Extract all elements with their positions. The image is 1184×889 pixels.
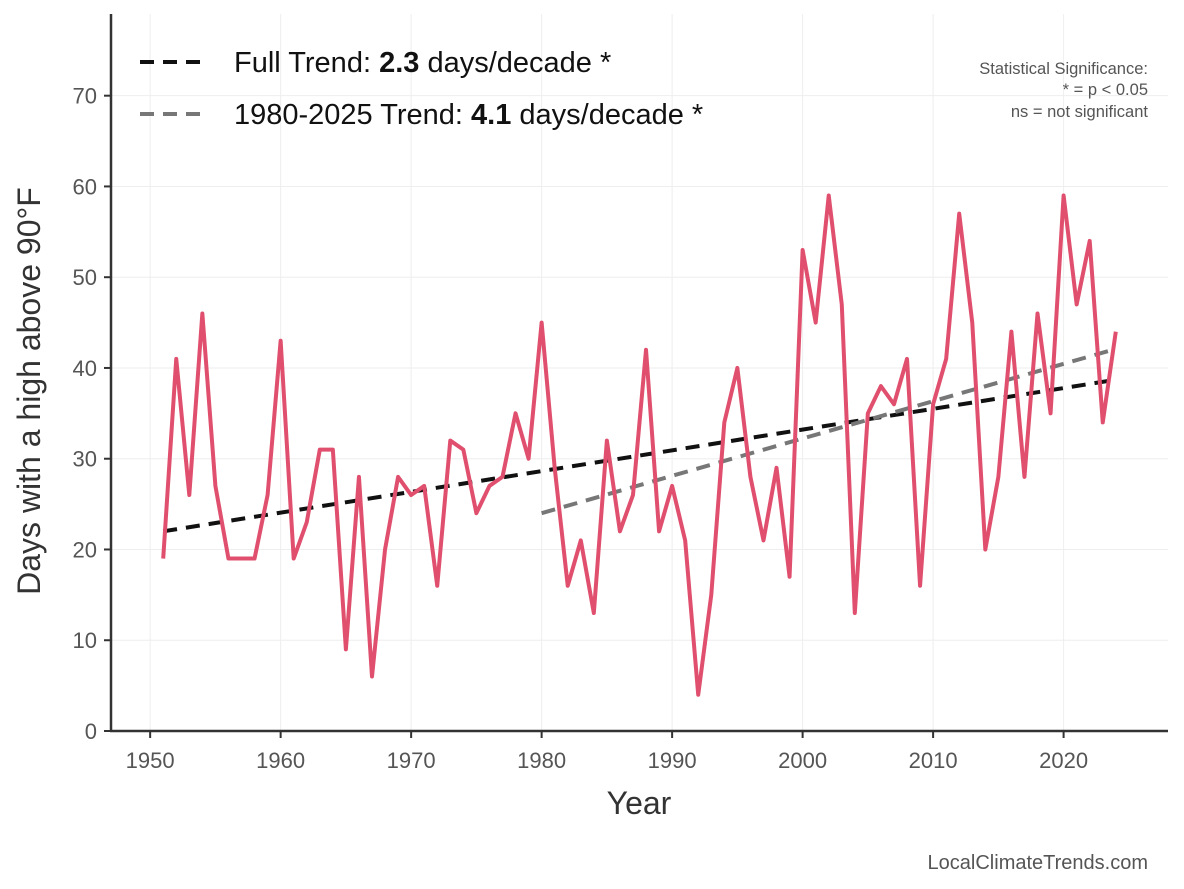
axes [104,14,1168,738]
y-axis-title: Days with a high above 90°F [11,187,47,595]
y-tick-label-70: 70 [73,84,97,109]
x-tick-label-1960: 1960 [256,748,305,773]
source-credit: LocalClimateTrends.com [928,852,1148,874]
x-tick-label-1980: 1980 [517,748,566,773]
y-tick-label-40: 40 [73,356,97,381]
trend-lines [162,346,1117,534]
x-axis-title: Year [607,785,672,821]
recent-trend-line [541,346,1117,516]
y-tick-label-20: 20 [73,537,97,562]
x-tick-label-1990: 1990 [648,748,697,773]
y-tick-label-60: 60 [73,174,97,199]
significance-ns: ns = not significant [1011,103,1149,121]
legend-full-trend-prefix: Full Trend: [234,47,379,79]
legend-full-trend-suffix: days/decade * [419,47,611,79]
x-tick-label-1970: 1970 [387,748,436,773]
legend-recent-trend-suffix: days/decade * [511,99,703,131]
tick-labels: 0 10 20 30 40 50 60 70 1950 1960 1970 1980 1990 2000 2… [73,84,1089,773]
y-tick-label-50: 50 [73,265,97,290]
grid [111,14,1168,731]
significance-title: Statistical Significance: [979,60,1148,78]
legend-label-recent-trend: 1980-2025 Trend: 4.1 days/decade * [234,99,703,131]
x-tick-label-2010: 2010 [909,748,958,773]
legend-recent-trend-prefix: 1980-2025 Trend: [234,99,471,131]
y-tick-label-30: 30 [73,447,97,472]
x-tick-label-2000: 2000 [778,748,827,773]
series-layer [161,193,1118,697]
legend-label-full-trend: Full Trend: 2.3 days/decade * [234,47,611,79]
significance-note: Statistical Significance: * = p < 0.05 n… [979,60,1148,121]
x-tick-label-2020: 2020 [1039,748,1088,773]
legend-full-trend-rate: 2.3 [379,47,419,79]
legend: Full Trend: 2.3 days/decade * 1980-2025 … [140,47,703,131]
y-tick-label-10: 10 [73,628,97,653]
significance-p-value: * = p < 0.05 [1063,81,1148,99]
x-tick-label-1950: 1950 [126,748,175,773]
y-tick-label-0: 0 [85,719,97,744]
legend-recent-trend-rate: 4.1 [471,99,511,131]
series-line-0 [161,193,1118,697]
